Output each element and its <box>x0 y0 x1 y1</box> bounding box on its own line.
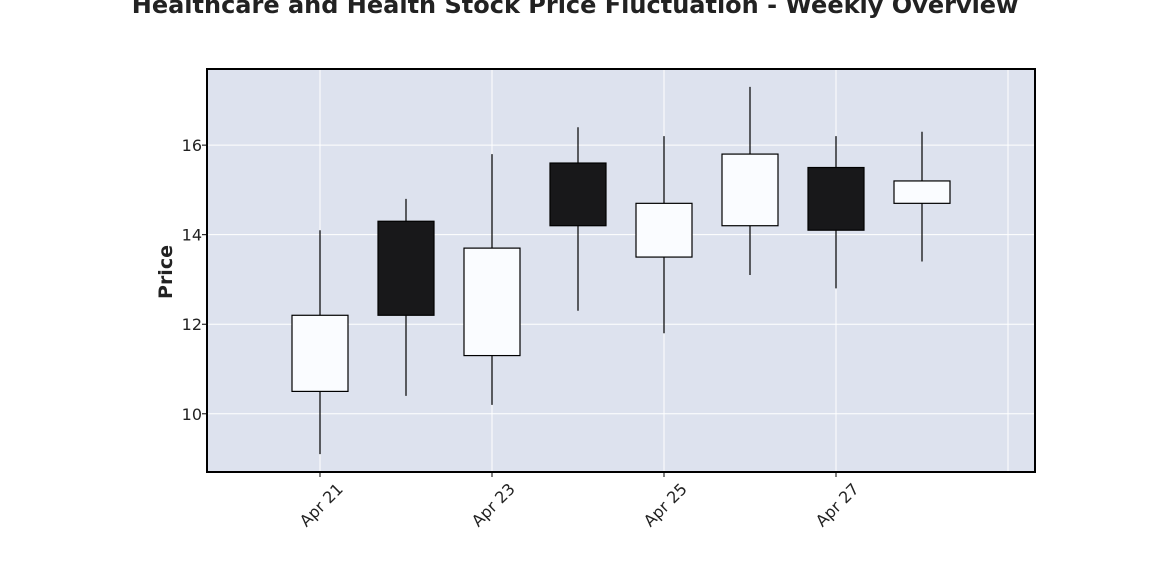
candle-body <box>464 248 520 355</box>
y-tick-label: 12 <box>182 315 202 334</box>
candle-body <box>808 168 864 231</box>
candle-body <box>636 203 692 257</box>
candle-body <box>550 163 606 226</box>
candle-body <box>378 221 434 315</box>
candle-body <box>894 181 950 203</box>
x-tick-label: Apr 27 <box>812 479 863 530</box>
y-tick-label: 10 <box>182 405 202 424</box>
x-tick-label: Apr 25 <box>640 479 691 530</box>
candle-body <box>722 154 778 226</box>
y-axis-label: Price <box>155 245 177 299</box>
y-tick-label: 16 <box>182 136 202 155</box>
plot-background <box>207 69 1035 472</box>
y-axis: 10 12 14 16 <box>182 136 207 424</box>
x-tick-label: Apr 21 <box>296 479 347 530</box>
y-tick-label: 14 <box>182 226 202 245</box>
x-tick-label: Apr 23 <box>468 479 519 530</box>
candle-body <box>292 315 348 391</box>
x-axis: Apr 21 Apr 23 Apr 25 Apr 27 <box>296 472 863 530</box>
plot-area <box>207 69 1035 472</box>
